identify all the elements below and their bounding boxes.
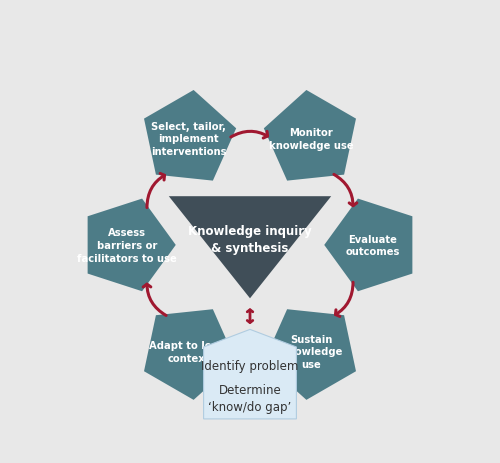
FancyArrowPatch shape <box>143 285 166 316</box>
FancyArrowPatch shape <box>232 352 269 359</box>
FancyArrowPatch shape <box>147 174 164 208</box>
FancyArrowPatch shape <box>334 175 357 206</box>
Text: Monitor
knowledge use: Monitor knowledge use <box>269 128 354 150</box>
Text: Evaluate
outcomes: Evaluate outcomes <box>346 234 400 257</box>
Text: Adapt to local
context: Adapt to local context <box>149 340 228 363</box>
FancyArrowPatch shape <box>247 310 253 323</box>
Polygon shape <box>264 310 356 400</box>
Text: Knowledge inquiry
& synthesis: Knowledge inquiry & synthesis <box>188 225 312 254</box>
Text: Select, tailor,
implement
interventions: Select, tailor, implement interventions <box>151 121 226 157</box>
Polygon shape <box>324 199 412 292</box>
Text: Identify problem: Identify problem <box>202 359 298 372</box>
Text: Assess
barriers or
facilitators to use: Assess barriers or facilitators to use <box>77 228 177 263</box>
Polygon shape <box>144 310 236 400</box>
Text: Sustain
knowledge
use: Sustain knowledge use <box>281 334 342 369</box>
Polygon shape <box>88 199 176 292</box>
FancyArrowPatch shape <box>231 132 268 139</box>
Polygon shape <box>264 91 356 181</box>
Polygon shape <box>204 330 296 419</box>
FancyArrowPatch shape <box>336 283 353 317</box>
Polygon shape <box>169 197 331 299</box>
Text: Determine
‘know/do gap’: Determine ‘know/do gap’ <box>208 383 292 413</box>
Polygon shape <box>144 91 236 181</box>
